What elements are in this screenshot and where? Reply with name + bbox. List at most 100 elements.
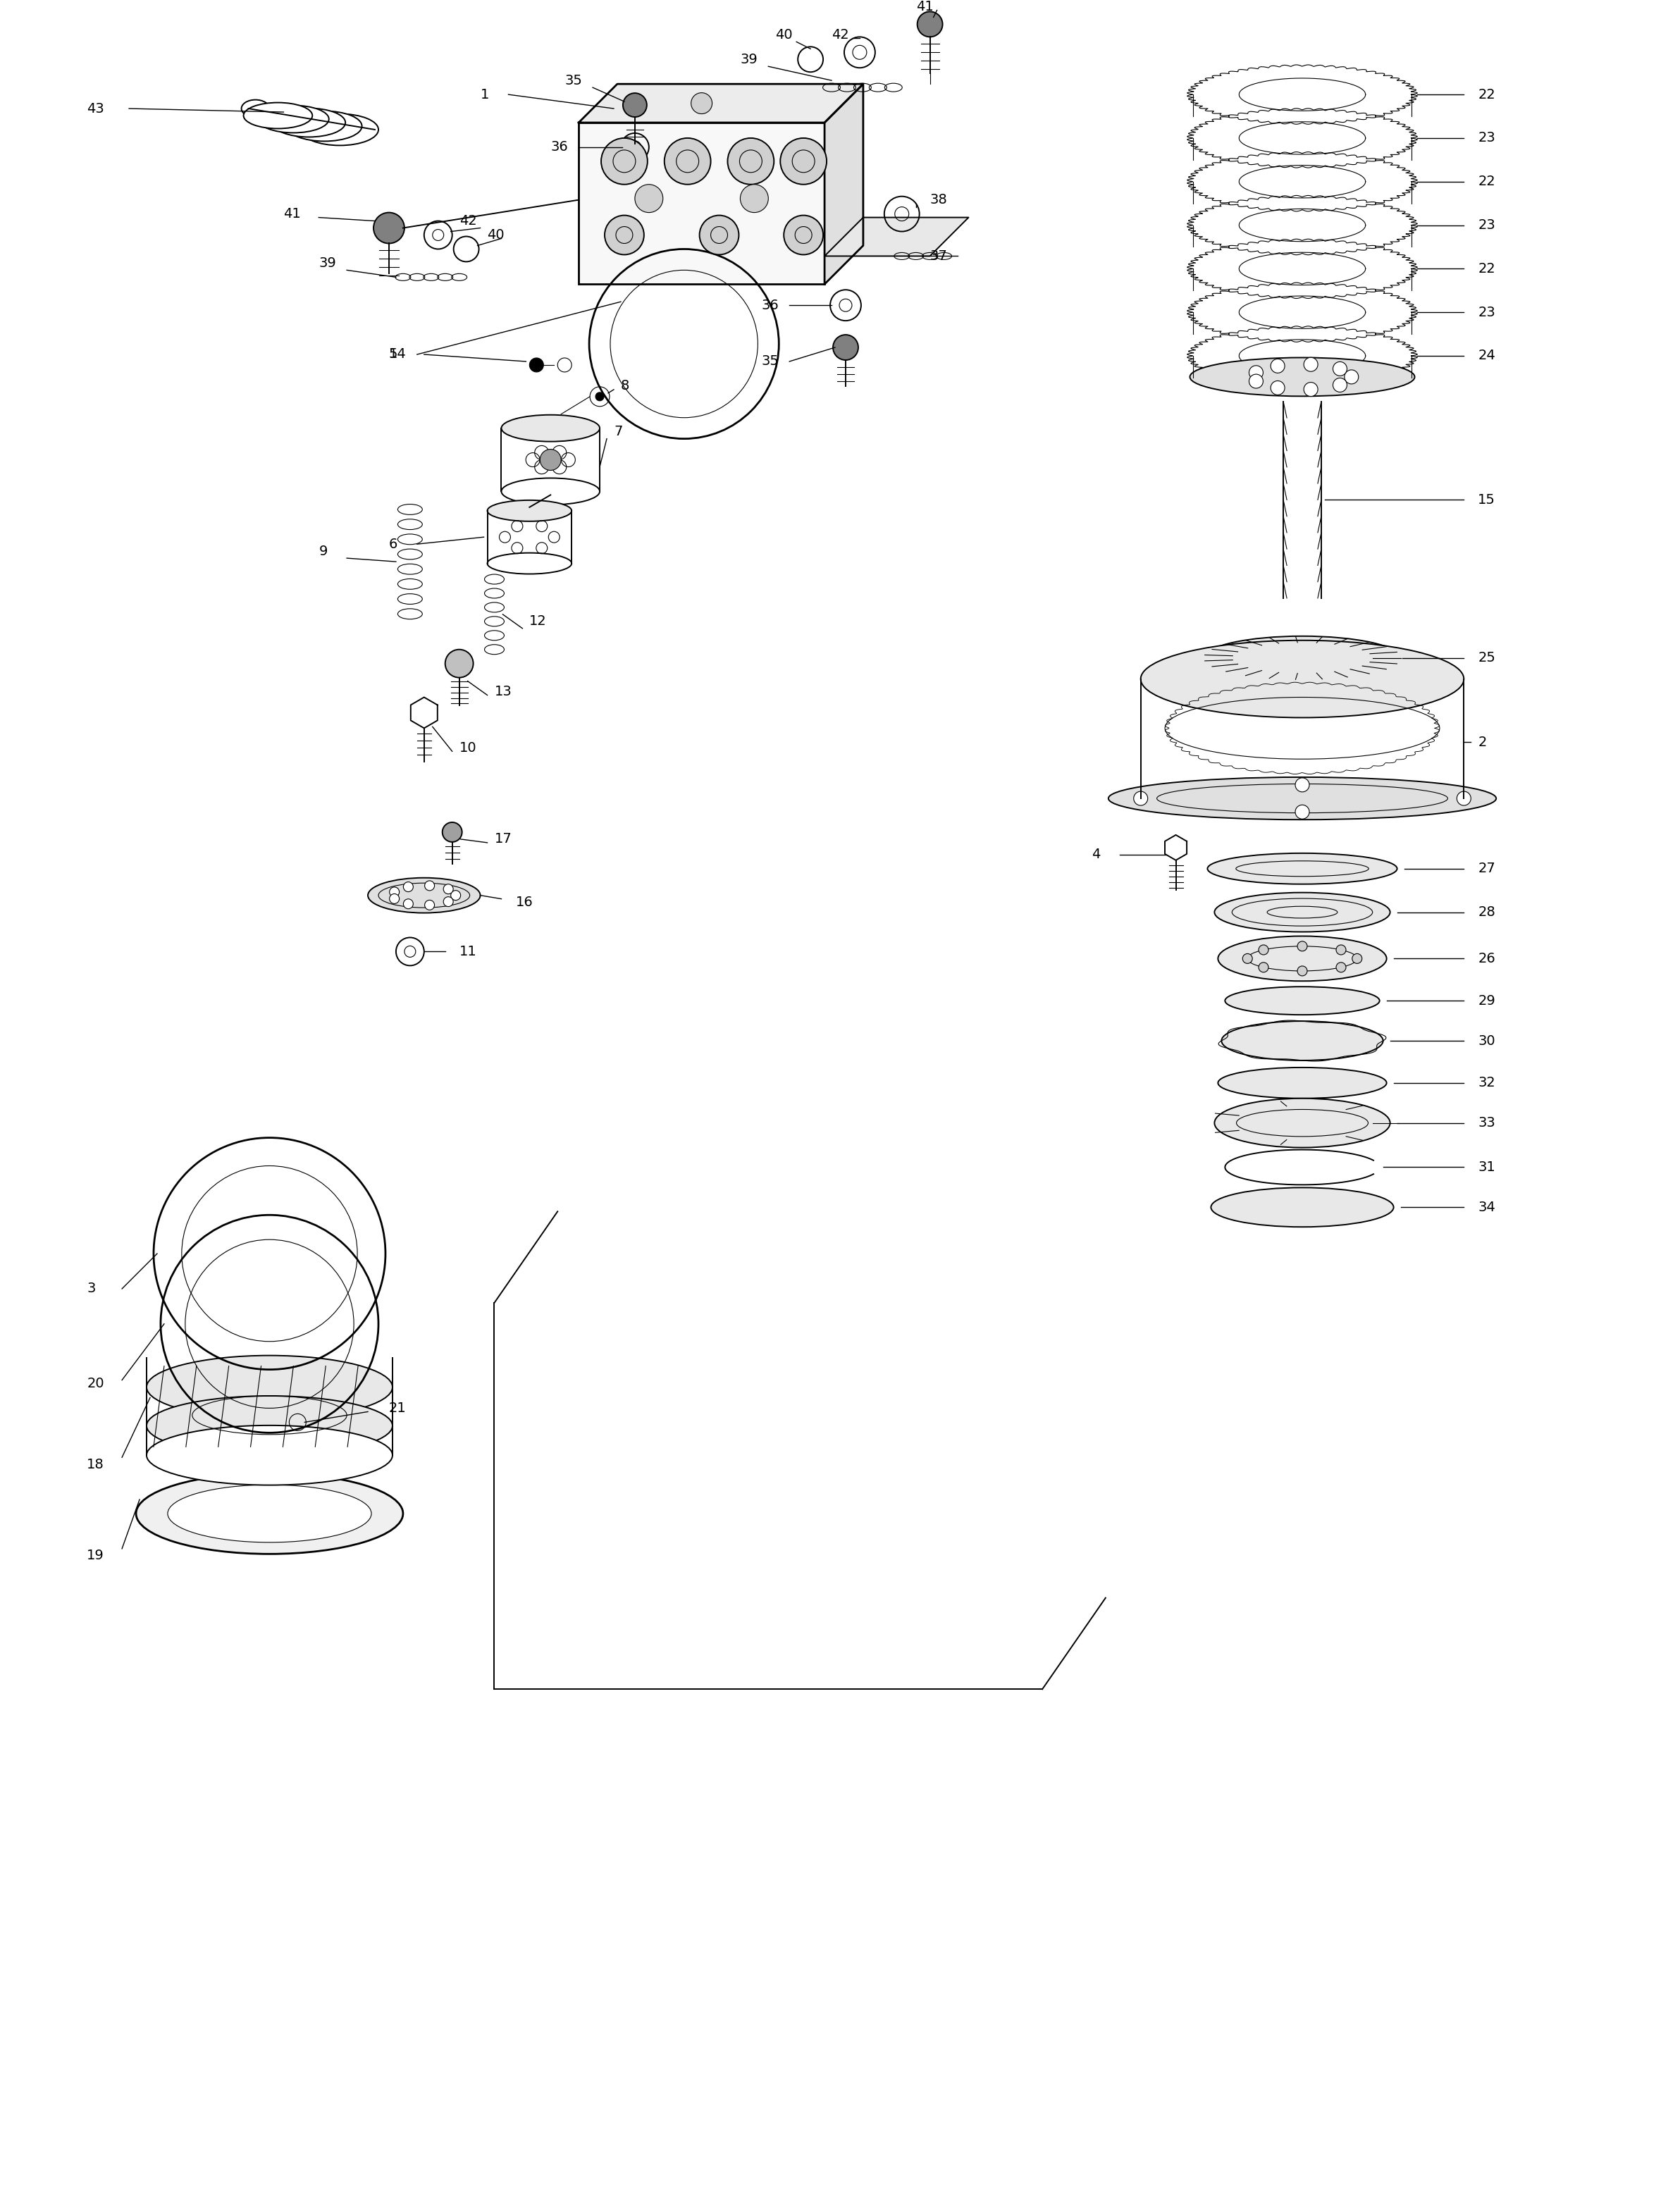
Text: 7: 7 (613, 425, 623, 438)
Text: 39: 39 (319, 255, 336, 271)
Text: 23: 23 (1478, 306, 1495, 319)
Text: 22: 22 (1478, 262, 1495, 275)
Text: 20: 20 (87, 1376, 104, 1389)
Polygon shape (825, 218, 969, 255)
Circle shape (690, 92, 712, 115)
Text: 35: 35 (564, 73, 583, 88)
Ellipse shape (1205, 636, 1401, 680)
Circle shape (699, 216, 739, 255)
Text: 23: 23 (1478, 218, 1495, 231)
Ellipse shape (1215, 1099, 1389, 1147)
Circle shape (425, 901, 435, 909)
Ellipse shape (146, 1425, 393, 1484)
Circle shape (529, 359, 544, 372)
Ellipse shape (1211, 1187, 1394, 1227)
Ellipse shape (368, 879, 480, 914)
Ellipse shape (259, 106, 329, 132)
Text: 34: 34 (1478, 1200, 1495, 1213)
Circle shape (1134, 791, 1147, 806)
Circle shape (833, 335, 858, 361)
Text: 23: 23 (1478, 132, 1495, 145)
Circle shape (780, 139, 827, 185)
Circle shape (444, 885, 454, 894)
Text: 27: 27 (1478, 861, 1495, 876)
Text: 19: 19 (87, 1548, 104, 1563)
Text: 42: 42 (459, 214, 477, 227)
Text: 8: 8 (622, 379, 630, 392)
Text: 18: 18 (87, 1458, 104, 1471)
Text: 30: 30 (1478, 1035, 1495, 1048)
Text: 3: 3 (87, 1282, 96, 1295)
Text: 24: 24 (1478, 350, 1495, 363)
Ellipse shape (1218, 1068, 1386, 1099)
Ellipse shape (487, 500, 571, 522)
Circle shape (664, 139, 711, 185)
Ellipse shape (272, 108, 346, 137)
Ellipse shape (501, 478, 600, 504)
Text: 13: 13 (494, 685, 512, 698)
Text: 22: 22 (1478, 174, 1495, 189)
Text: 40: 40 (487, 229, 504, 242)
Text: 38: 38 (931, 194, 948, 207)
Circle shape (403, 898, 413, 909)
Circle shape (539, 449, 561, 471)
Circle shape (1295, 806, 1309, 819)
Text: 14: 14 (390, 348, 407, 361)
Circle shape (445, 650, 474, 678)
Text: 25: 25 (1478, 652, 1495, 665)
Ellipse shape (501, 414, 600, 443)
Circle shape (450, 890, 460, 901)
Ellipse shape (146, 1396, 393, 1456)
Circle shape (1295, 777, 1309, 793)
Text: 12: 12 (529, 614, 548, 628)
Ellipse shape (146, 1356, 393, 1418)
Circle shape (1270, 381, 1285, 394)
Circle shape (917, 11, 942, 37)
Circle shape (1344, 370, 1359, 383)
Text: 17: 17 (494, 832, 512, 846)
Circle shape (1297, 940, 1307, 951)
Text: 11: 11 (459, 945, 477, 958)
Text: 43: 43 (87, 101, 104, 115)
Ellipse shape (244, 103, 312, 128)
Text: 5: 5 (390, 348, 398, 361)
Ellipse shape (301, 115, 378, 145)
Text: 41: 41 (284, 207, 301, 220)
Circle shape (741, 185, 768, 214)
Circle shape (635, 185, 664, 214)
Ellipse shape (1208, 852, 1398, 885)
Circle shape (1258, 945, 1268, 956)
Circle shape (1332, 361, 1347, 377)
Text: 36: 36 (761, 299, 780, 313)
Circle shape (595, 392, 603, 401)
Text: 9: 9 (319, 544, 328, 557)
Circle shape (425, 881, 435, 890)
Circle shape (623, 92, 647, 117)
Ellipse shape (287, 110, 361, 141)
Circle shape (605, 216, 643, 255)
Circle shape (1332, 379, 1347, 392)
Text: 1: 1 (480, 88, 489, 101)
Circle shape (390, 887, 400, 896)
Ellipse shape (1215, 892, 1389, 931)
Text: 33: 33 (1478, 1116, 1495, 1130)
Text: 6: 6 (390, 537, 398, 550)
Circle shape (785, 216, 823, 255)
Circle shape (1297, 967, 1307, 975)
Circle shape (1336, 962, 1346, 973)
Ellipse shape (1189, 357, 1415, 396)
Text: 29: 29 (1478, 993, 1495, 1009)
Circle shape (1304, 383, 1317, 396)
Circle shape (1336, 945, 1346, 956)
Circle shape (727, 139, 774, 185)
Ellipse shape (1225, 986, 1379, 1015)
Text: 28: 28 (1478, 905, 1495, 918)
Text: 37: 37 (931, 249, 948, 262)
Text: 22: 22 (1478, 88, 1495, 101)
Circle shape (373, 214, 405, 244)
Polygon shape (578, 84, 864, 123)
Ellipse shape (1141, 641, 1463, 718)
Text: 32: 32 (1478, 1077, 1495, 1090)
Text: 35: 35 (761, 355, 780, 368)
Text: 36: 36 (551, 141, 568, 154)
